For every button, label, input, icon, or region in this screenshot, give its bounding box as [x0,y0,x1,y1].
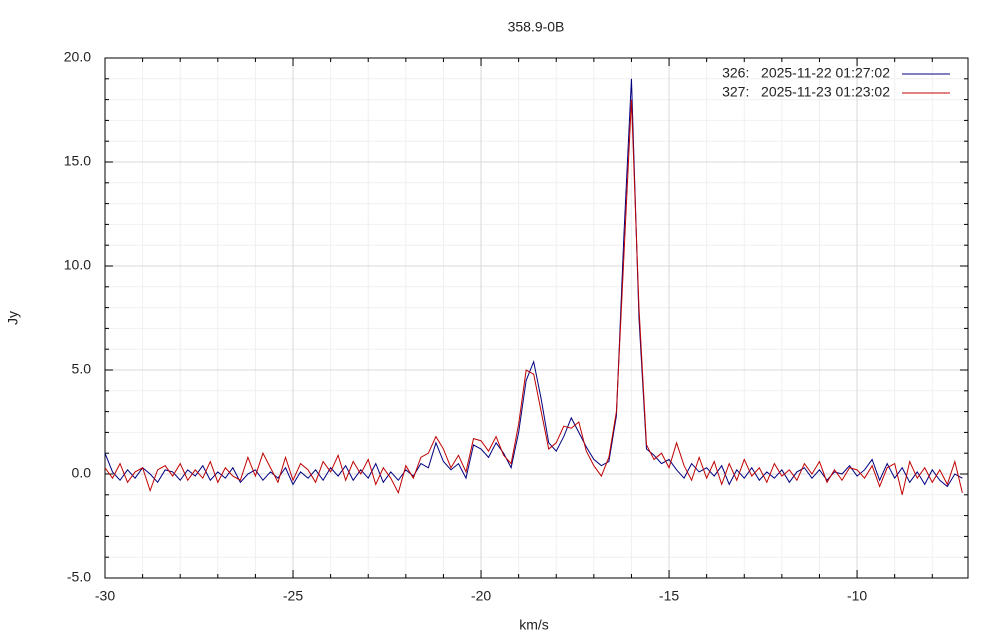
y-tick-label: 0.0 [72,465,92,481]
legend-label: 327: 2025-11-23 01:23:02 [722,84,890,100]
y-tick-label: 10.0 [64,257,91,273]
x-tick-label: -25 [283,588,303,604]
y-axis-label: Jy [5,311,21,325]
legend-label: 326: 2025-11-22 01:27:02 [722,65,890,81]
y-tick-label: 15.0 [64,153,91,169]
y-tick-label: -5.0 [67,569,91,585]
x-axis-label: km/s [519,617,549,633]
chart-title: 358.9-0B [508,19,565,35]
x-tick-label: -10 [847,588,867,604]
plot-frame [104,57,969,579]
x-tick-label: -30 [95,588,115,604]
x-tick-label: -15 [659,588,679,604]
y-tick-label: 5.0 [72,361,92,377]
y-tick-label: 20.0 [64,49,91,65]
series-line [104,78,963,488]
x-tick-label: -20 [471,588,491,604]
series-line [104,99,963,495]
